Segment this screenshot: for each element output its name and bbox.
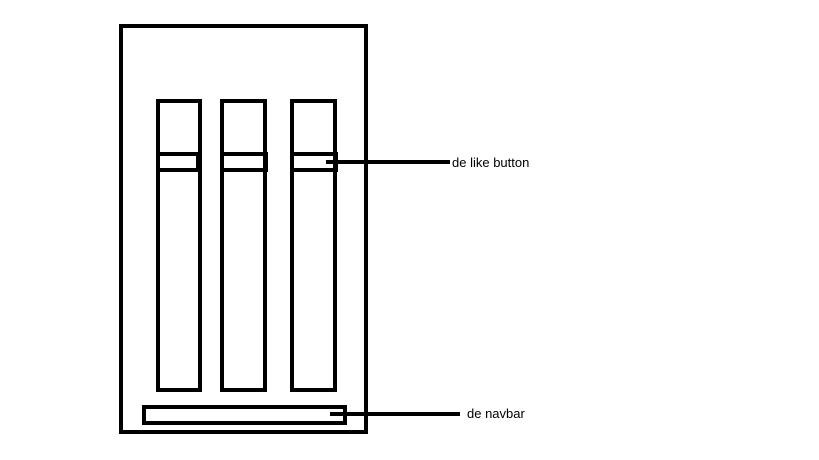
post-card-1	[156, 99, 202, 392]
like-button-2[interactable]	[220, 152, 268, 172]
phone-frame	[119, 24, 368, 434]
navbar-annotation: de navbar	[467, 406, 525, 421]
like-button-pointer-line	[326, 160, 450, 164]
post-card-2	[220, 99, 267, 392]
like-button-annotation: de like button	[452, 155, 530, 170]
like-button-1[interactable]	[156, 152, 200, 172]
navbar-pointer-line	[330, 412, 460, 416]
post-card-3	[290, 99, 337, 392]
navbar[interactable]	[142, 405, 347, 425]
